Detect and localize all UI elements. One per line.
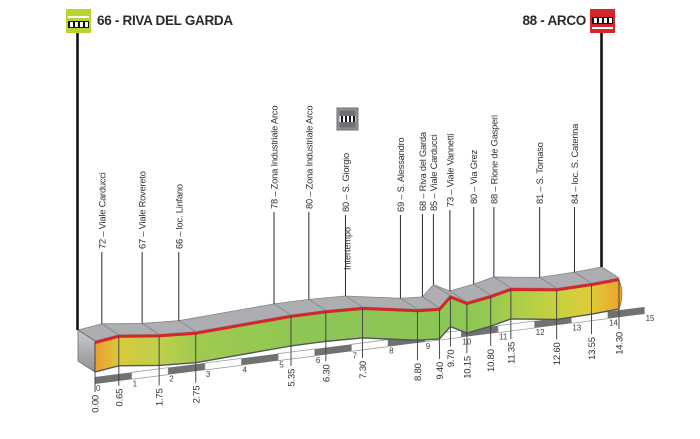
start-km-marker-band xyxy=(68,21,89,28)
finish-km-marker-band xyxy=(592,17,613,24)
waypoint-label: 88 – Rione de Gasperi xyxy=(489,115,499,204)
waypoint-label: 66 – loc. Linfano xyxy=(174,184,184,249)
km-ruler-number: 5 xyxy=(279,361,284,370)
waypoint-label: 80 – Zona Industriale Arco xyxy=(304,106,314,209)
km-tick-label: 9.40 xyxy=(435,362,446,380)
km-ruler-segment xyxy=(607,306,645,319)
km-ruler-number: 1 xyxy=(133,379,138,388)
km-tick-label: 11.35 xyxy=(506,342,517,364)
km-ruler-number: 14 xyxy=(609,319,618,328)
road-top-division xyxy=(400,297,418,310)
km-tick-label: 9.70 xyxy=(446,350,457,368)
road-gradient-segment xyxy=(417,310,440,341)
km-ruler-number: 12 xyxy=(536,328,545,337)
km-ruler-segment xyxy=(95,372,132,384)
finish-title: 88 - ARCO xyxy=(522,13,586,28)
km-ruler-number: 8 xyxy=(389,347,394,356)
road-gradient-segment xyxy=(159,334,196,366)
km-tick-label: 0.00 xyxy=(91,395,102,413)
waypoint-label: 68 – Riva del Garda xyxy=(418,131,428,211)
km-tick-label: 10.15 xyxy=(462,356,473,379)
km-ruler-number: 6 xyxy=(316,356,321,365)
km-ruler-number: 4 xyxy=(243,365,248,374)
km-tick-label: 2.75 xyxy=(191,386,202,404)
intermediate-time-icon xyxy=(336,107,359,131)
finish-km-marker-icon xyxy=(590,9,615,33)
km-ruler-number: 0 xyxy=(96,384,101,393)
km-ruler-segment xyxy=(131,367,169,380)
km-tick-label: 7.30 xyxy=(358,361,369,379)
km-tick-label: 1.75 xyxy=(155,388,166,406)
road-gradient-segment xyxy=(118,336,160,366)
km-tick-label: 12.60 xyxy=(552,342,563,365)
waypoint-label: 85 – Viale Carducci xyxy=(429,134,439,211)
km-ruler-segment xyxy=(461,325,499,338)
waypoint-label: 72 – Viale Carducci xyxy=(97,172,107,249)
waypoint-label: 73 – Viale Vannetti xyxy=(445,133,455,207)
km-ruler-number: 2 xyxy=(169,375,174,384)
km-ruler-number: 15 xyxy=(646,314,655,323)
waypoint-label: 80 – S. Giorgio xyxy=(341,153,351,212)
waypoint-label: 80 – Via Grez xyxy=(469,149,479,204)
finish-km-marker-hairline xyxy=(592,27,613,29)
km-ruler-segment xyxy=(351,339,389,352)
km-ruler-number: 3 xyxy=(206,370,211,379)
km-tick-label: 0.65 xyxy=(114,389,125,407)
waypoint-label: 69 – S. Alessandro xyxy=(396,138,406,212)
km-tick-label: 8.80 xyxy=(413,363,424,381)
km-tick-label: 10.80 xyxy=(486,349,497,372)
road-top-division xyxy=(141,322,160,335)
km-ruler-number: 11 xyxy=(499,333,508,342)
road-gradient-segment xyxy=(362,309,418,341)
km-tick-label: 5.35 xyxy=(287,369,298,387)
intermediate-time-label: Intertempo xyxy=(342,227,352,270)
road-gradient-segment xyxy=(95,337,119,372)
waypoint-label: 84 – loc. S. Caterina xyxy=(570,123,580,204)
road-face-bottom-edge xyxy=(94,308,620,373)
km-ruler-segment xyxy=(277,348,316,362)
road-top-division xyxy=(273,303,292,316)
waypoint-label: 81 – S. Tomaso xyxy=(535,142,545,204)
start-title: 66 - RIVA DEL GARDA xyxy=(97,13,233,28)
road-top-division xyxy=(539,276,557,289)
km-ruler-number: 7 xyxy=(352,351,357,360)
waypoint-label: 67 – Viale Rovereto xyxy=(138,171,148,249)
road-gradient-segment xyxy=(325,309,363,342)
road-top-division xyxy=(473,283,491,296)
road-top-division xyxy=(433,284,451,296)
km-ruler-number: 13 xyxy=(572,323,581,332)
road-gradient-segment xyxy=(195,317,292,363)
road-red-edge xyxy=(94,278,620,344)
road-gradient-segment xyxy=(510,290,557,320)
road-gradient-segment xyxy=(490,290,511,327)
waypoint-label: 78 – Zona Industriale Arco xyxy=(270,106,280,209)
road-top-division xyxy=(308,298,327,311)
start-km-marker-icon xyxy=(66,9,91,33)
road-gradient-segment xyxy=(450,298,467,334)
km-tick-label: 6.30 xyxy=(321,364,332,382)
km-tick-label: 13.55 xyxy=(587,337,598,360)
start-km-marker-hairline xyxy=(68,16,89,18)
road-gradient-segment xyxy=(591,280,619,315)
road-top-division xyxy=(345,295,363,308)
road-top-division xyxy=(422,296,440,309)
road-gradient-segment xyxy=(556,285,592,320)
km-ruler-segment xyxy=(241,353,279,366)
road-top-division xyxy=(601,266,620,279)
km-ruler-segment xyxy=(314,344,352,356)
km-ruler-segment xyxy=(497,320,536,334)
road-gradient-segment xyxy=(466,297,491,334)
km-tick-label: 14.30 xyxy=(614,332,625,355)
road-top-division xyxy=(574,271,592,284)
road-top-division xyxy=(493,276,512,289)
road-top-division xyxy=(178,320,197,333)
road-gradient-segment xyxy=(291,312,326,346)
road-top-division xyxy=(449,290,468,303)
road-top-division xyxy=(101,323,120,336)
km-ruler-number: 9 xyxy=(426,342,431,351)
